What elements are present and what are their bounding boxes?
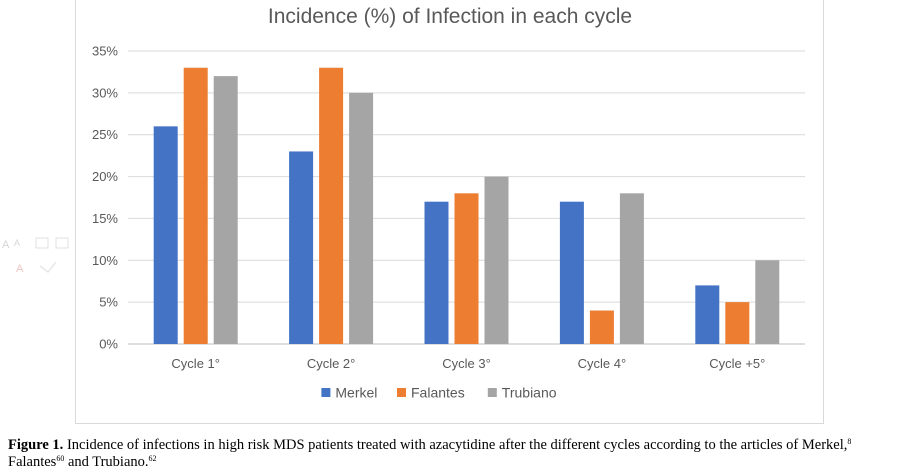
- y-axis: 0% 5% 10% 15% 20% 25% 30% 35%: [92, 44, 118, 352]
- faded-toolbar-artifact: A A A: [0, 232, 76, 280]
- bar-trubiano: [349, 92, 374, 344]
- x-tick-label: Cycle 2°: [307, 356, 356, 371]
- caption-ref-trubiano: 62: [148, 454, 157, 463]
- legend-swatch-falantes: [397, 388, 406, 397]
- x-axis: Cycle 1° Cycle 2° Cycle 3° Cycle 4° Cycle +5…: [171, 356, 765, 371]
- x-tick-label: Cycle 1°: [171, 356, 220, 371]
- svg-text:A: A: [16, 263, 24, 275]
- y-tick-label: 5%: [99, 295, 118, 310]
- legend-swatch-trubiano: [487, 388, 497, 397]
- legend-swatch-merkel: [321, 388, 331, 397]
- y-tick-label: 10%: [92, 253, 118, 268]
- bar-trubiano: [213, 76, 238, 344]
- bar-trubiano: [619, 193, 644, 344]
- x-tick-label: Cycle 4°: [578, 356, 627, 371]
- bar-falantes: [725, 302, 750, 344]
- bar-merkel: [695, 285, 720, 344]
- bar-falantes: [454, 193, 479, 344]
- bar-merkel: [153, 126, 178, 344]
- y-tick-label: 35%: [92, 44, 118, 59]
- legend-label-trubiano: Trubiano: [502, 385, 557, 401]
- bars: [153, 67, 780, 344]
- x-tick-label: Cycle +5°: [709, 356, 765, 371]
- legend-label-falantes: Falantes: [411, 385, 465, 401]
- legend-label-merkel: Merkel: [335, 385, 377, 401]
- bar-trubiano: [755, 260, 780, 344]
- bar-falantes: [589, 310, 614, 344]
- x-tick-label: Cycle 3°: [442, 356, 491, 371]
- svg-text:A: A: [14, 238, 20, 248]
- bar-falantes: [183, 67, 208, 344]
- chart-title: Incidence (%) of Infection in each cycle: [268, 5, 632, 28]
- caption-label: Figure 1.: [8, 437, 64, 453]
- caption-ref-merkel: 8: [847, 437, 852, 446]
- y-tick-label: 25%: [92, 127, 118, 142]
- caption-text-3: and Trubiano.: [64, 454, 149, 470]
- figure-caption: Figure 1. Incidence of infections in hig…: [8, 437, 900, 471]
- caption-ref-falantes: 60: [56, 454, 65, 463]
- y-tick-label: 20%: [92, 169, 118, 184]
- y-tick-label: 0%: [99, 337, 118, 352]
- bar-chart: Incidence (%) of Infection in each cycle…: [92, 5, 805, 401]
- caption-text-1: Incidence of infections in high risk MDS…: [63, 437, 848, 453]
- legend: Merkel Falantes Trubiano: [321, 385, 557, 401]
- bar-merkel: [424, 201, 449, 344]
- y-tick-label: 15%: [92, 211, 118, 226]
- bar-merkel: [289, 151, 314, 344]
- bar-trubiano: [484, 176, 509, 344]
- caption-text-2: Falantes: [8, 454, 57, 470]
- y-tick-label: 30%: [92, 85, 118, 100]
- chart-frame: Incidence (%) of Infection in each cycle…: [75, 0, 824, 424]
- svg-text:A: A: [2, 239, 10, 251]
- bar-falantes: [319, 67, 344, 344]
- bar-merkel: [559, 201, 584, 344]
